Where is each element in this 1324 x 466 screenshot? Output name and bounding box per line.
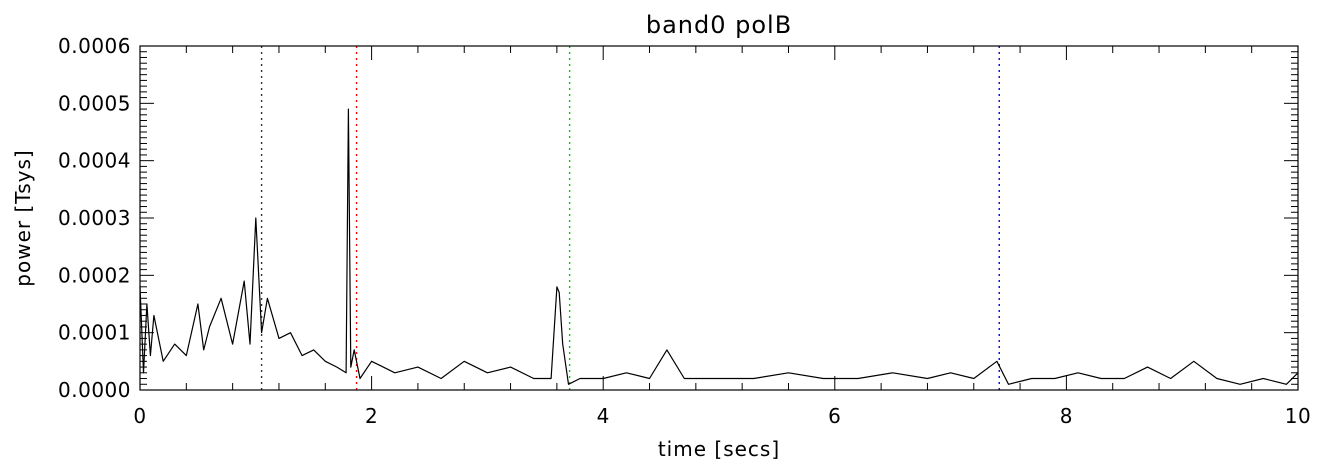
x-tick-labels: 0 2 4 6 8 10 [133,404,1311,428]
x-tick-label: 4 [597,404,610,428]
x-tick-label: 10 [1285,404,1311,428]
x-axis-label: time [secs] [658,437,780,461]
series-group [139,108,1299,385]
y-tick-label: 0.0004 [58,149,131,173]
x-tick-label: 6 [828,404,841,428]
y-tick-labels: 0.0000 0.0001 0.0002 0.0003 0.0004 0.0005 0.00… [58,34,131,402]
y-tick-label: 0.0001 [58,321,131,345]
y-tick-label: 0.0005 [58,91,131,115]
y-tick-label: 0.0002 [58,263,131,287]
series-line-1 [139,108,1299,385]
plot-frame [139,45,1299,391]
y-axis-label: power [Tsys] [11,149,35,286]
y-tick-label: 0.0000 [58,378,131,402]
y-tick-label: 0.0003 [58,206,131,230]
marker-lines [260,46,1000,390]
x-tick-label: 8 [1060,404,1073,428]
axis-ticks [139,45,1299,391]
x-tick-label: 0 [133,404,146,428]
x-tick-label: 2 [365,404,378,428]
chart-title: band0 polB [646,11,792,39]
y-tick-label: 0.0006 [58,34,131,58]
